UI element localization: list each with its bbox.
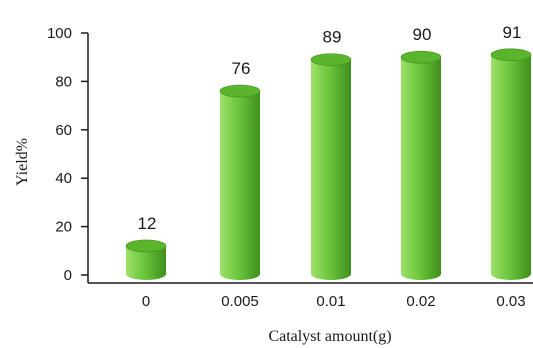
bar-top-cap: [219, 84, 261, 98]
x-tick-label: 0.02: [406, 293, 435, 310]
y-tick-label: 100: [47, 25, 72, 42]
bar-top-cap: [310, 53, 352, 66]
bar-top-cap: [490, 48, 532, 62]
bars-group: [125, 48, 532, 281]
bar-0.005: [219, 84, 261, 280]
data-label: 12: [138, 214, 157, 233]
y-tick-label: 60: [55, 122, 72, 139]
data-label: 91: [503, 23, 522, 42]
bar-top-cap: [400, 50, 442, 64]
x-ticks-group: 0 0.005 0.01 0.02 0.03: [142, 293, 526, 310]
data-label: 89: [323, 28, 342, 47]
bar-body: [311, 59, 351, 281]
bar-body: [126, 245, 166, 280]
y-tick-label: 40: [55, 170, 72, 187]
y-tick-label: 80: [55, 73, 72, 90]
x-tick-label: 0.01: [316, 293, 345, 310]
bar-body: [401, 57, 441, 281]
bar-0.03: [490, 48, 532, 280]
bar-body: [491, 54, 531, 280]
x-tick-label: 0: [142, 293, 150, 310]
y-axis-title: Yield%: [14, 138, 31, 186]
bar-0: [125, 239, 167, 280]
bar-top-cap: [125, 239, 167, 253]
y-tick-label: 20: [55, 219, 72, 236]
x-tick-label: 0.03: [496, 293, 525, 310]
bar-body: [220, 91, 260, 280]
data-labels-group: 12 76 89 90 91: [138, 23, 522, 233]
x-axis-title: Catalyst amount(g): [268, 328, 391, 345]
data-label: 76: [232, 59, 251, 78]
data-label: 90: [413, 25, 432, 44]
bar-0.02: [400, 50, 442, 281]
y-tick-label: 0: [64, 267, 72, 284]
x-tick-label: 0.005: [221, 293, 259, 310]
bar-0.01: [310, 53, 352, 281]
y-ticks-group: 0 20 40 60 80 100: [47, 25, 88, 284]
